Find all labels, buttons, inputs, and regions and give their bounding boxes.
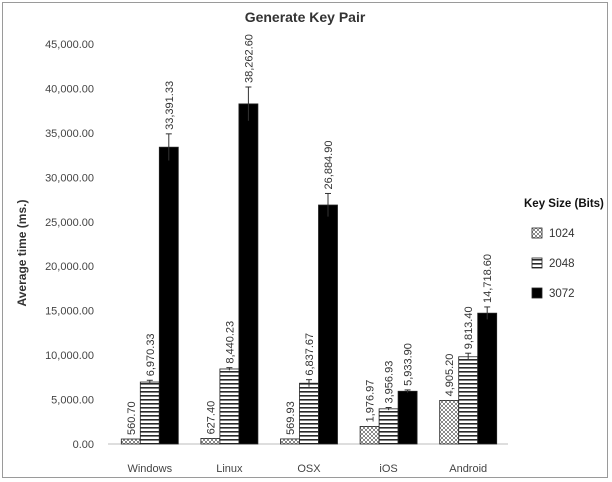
- bar-2048-osx: [299, 382, 319, 445]
- data-label-1024-android: 4,905.20: [444, 354, 456, 397]
- x-tick-label-windows: Windows: [127, 463, 172, 475]
- data-label-2048-linux: 8,440.23: [224, 321, 236, 364]
- data-label-3072-windows: 33,391.33: [164, 81, 176, 130]
- bar-3072-linux: [238, 103, 259, 445]
- chart-frame: Generate Key Pair Average time (ms.) Key…: [2, 2, 608, 478]
- y-tick-label: 15,000.00: [45, 306, 94, 318]
- data-label-2048-osx: 6,837.67: [304, 333, 316, 376]
- data-label-1024-osx: 569.93: [285, 401, 297, 435]
- x-tick-label-linux: Linux: [216, 463, 243, 475]
- bar-1024-linux: [200, 438, 221, 445]
- data-label-1024-ios: 1,976.97: [365, 380, 377, 423]
- data-label-2048-windows: 6,970.33: [145, 333, 157, 376]
- y-tick-label: 0.00: [73, 439, 94, 451]
- bar-2048-ios: [378, 408, 399, 445]
- y-tick-label: 45,000.00: [45, 39, 94, 51]
- bar-chart: Generate Key Pair Average time (ms.) Key…: [15, 9, 604, 475]
- data-label-3072-ios: 5,933.90: [403, 343, 415, 386]
- y-tick-label: 35,000.00: [45, 128, 94, 140]
- data-label-1024-windows: 560.70: [126, 401, 138, 435]
- bar-3072-windows: [158, 146, 179, 445]
- data-label-1024-linux: 627.40: [205, 401, 217, 435]
- legend-swatch-2048: [531, 257, 543, 269]
- y-tick-label: 40,000.00: [45, 83, 94, 95]
- data-label-3072-android: 14,718.60: [482, 254, 494, 303]
- chart-title: Generate Key Pair: [245, 9, 366, 25]
- data-label-3072-linux: 38,262.60: [243, 34, 255, 83]
- legend-swatch-3072: [531, 287, 543, 299]
- y-tick-label: 30,000.00: [45, 172, 94, 184]
- bar-1024-windows: [120, 438, 141, 445]
- bar-3072-osx: [318, 204, 338, 445]
- y-tick-label: 20,000.00: [45, 261, 94, 273]
- y-tick-label: 10,000.00: [45, 350, 94, 362]
- bar-2048-android: [458, 356, 479, 445]
- bar-3072-android: [477, 312, 498, 445]
- bar-1024-android: [439, 399, 460, 445]
- data-label-3072-osx: 26,884.90: [323, 141, 335, 190]
- bar-1024-ios: [359, 426, 380, 445]
- bar-1024-osx: [280, 438, 300, 445]
- data-label-2048-android: 9,813.40: [463, 306, 475, 349]
- legend-label-3072: 3072: [549, 288, 575, 300]
- legend-swatch-1024: [531, 227, 543, 239]
- legend-label-2048: 2048: [549, 258, 575, 270]
- legend-title: Key Size (Bits): [524, 198, 604, 210]
- x-tick-label-android: Android: [449, 463, 487, 475]
- y-tick-label: 25,000.00: [45, 217, 94, 229]
- y-tick-label: 5,000.00: [51, 395, 94, 407]
- y-axis-label: Average time (ms.): [15, 200, 29, 307]
- x-tick-label-osx: OSX: [297, 463, 321, 475]
- bar-2048-linux: [219, 368, 240, 445]
- bar-2048-windows: [139, 381, 160, 445]
- x-tick-label-ios: iOS: [379, 463, 397, 475]
- legend-label-1024: 1024: [549, 228, 575, 240]
- data-label-2048-ios: 3,956.93: [384, 361, 396, 404]
- bar-3072-ios: [397, 390, 418, 445]
